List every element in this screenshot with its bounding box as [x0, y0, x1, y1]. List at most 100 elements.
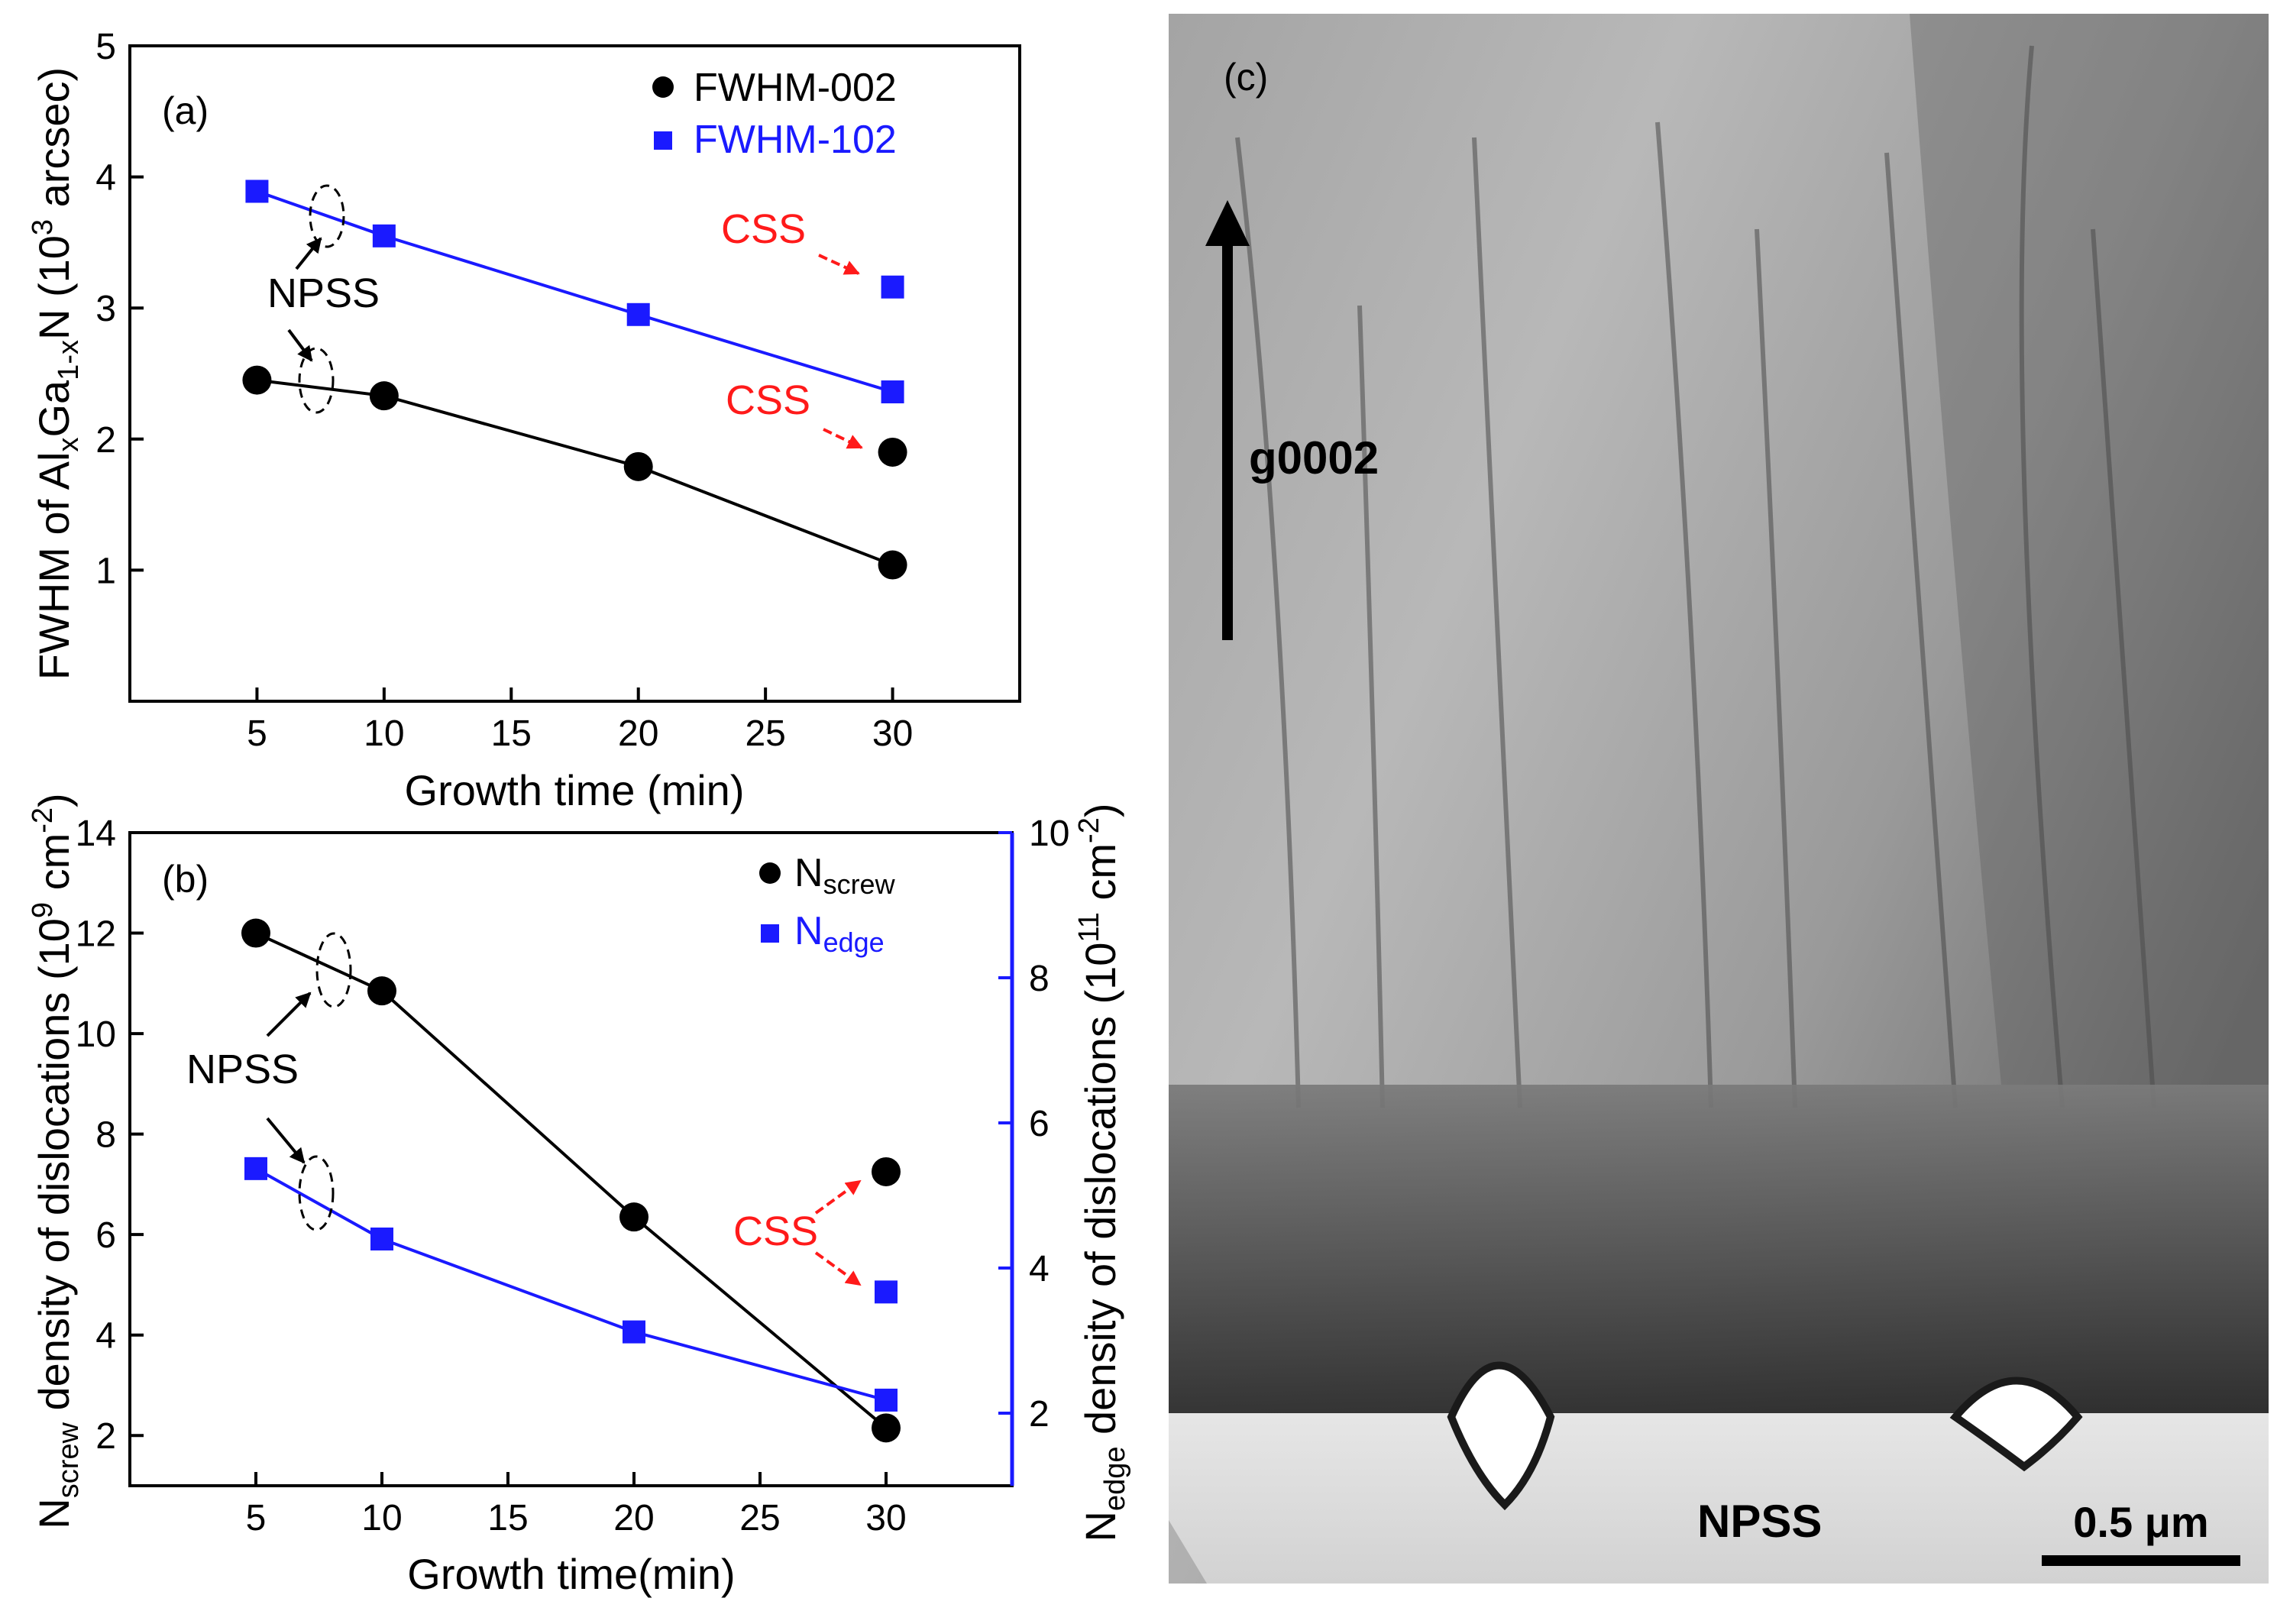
css-arrow-a-upper — [818, 254, 860, 275]
data-point-n_screw — [241, 918, 270, 948]
chart-a-xlabel: Growth time (min) — [405, 766, 745, 814]
chart-b-xlabel: Growth time(min) — [407, 1550, 735, 1598]
chart-b-ylabel-left-post: density of dislocations (10 — [30, 918, 78, 1422]
y-tick-label-right-b: 8 — [1029, 959, 1050, 999]
css-arrow-a-lower — [823, 428, 863, 449]
y-tick-label-a: 4 — [95, 158, 116, 199]
x-tick-label-a: 20 — [618, 713, 658, 754]
y-tick-label-left-b: 10 — [76, 1014, 116, 1055]
npss-label-a: NPSS — [267, 270, 380, 316]
scale-bar — [2042, 1555, 2240, 1566]
legend-fwhm-002-marker — [652, 76, 674, 98]
chart-a-ylabel-mid: Ga — [30, 380, 78, 438]
chart-a: 5 10 15 20 25 30 1 2 3 4 5 (a) FWHM-002 FWHM-102 N… — [27, 27, 1021, 814]
data-point-fwhm-002 — [369, 381, 399, 411]
legend-nedge-base: N — [794, 909, 823, 953]
x-tick-label-a: 30 — [872, 713, 913, 754]
css-point-n_edge — [875, 1280, 898, 1304]
legend-nedge-marker — [761, 924, 779, 943]
y-tick-label-left-b: 8 — [95, 1115, 116, 1156]
data-point-fwhm-002 — [623, 451, 653, 481]
css-point-fwhm-002 — [878, 437, 907, 467]
chart-b-ylabel-left-sup2: -2 — [27, 807, 59, 833]
data-point-n_screw — [367, 976, 396, 1006]
legend-fwhm-002-label: FWHM-002 — [694, 66, 897, 110]
y-tick-label-right-b: 2 — [1029, 1394, 1050, 1435]
tem-dislocation-lines — [1235, 45, 2156, 1108]
data-point-n_screw — [872, 1413, 901, 1443]
data-point-fwhm-102 — [372, 224, 396, 247]
tem-panel-label: (c) — [1224, 56, 1268, 99]
chart-b-panel-label: (b) — [162, 858, 209, 901]
chart-a-ylabel-end: arcsec) — [30, 67, 78, 219]
css-arrow-b-up — [814, 1179, 862, 1215]
y-tick-label-a: 3 — [95, 289, 116, 329]
y-tick-label-a: 5 — [95, 27, 116, 67]
legend-nedge-label: Nedge — [794, 909, 885, 958]
data-point-n_edge — [623, 1320, 645, 1344]
series-line-fwhm-102 — [256, 189, 894, 393]
chart-a-ylabel-post: N (10 — [30, 235, 78, 340]
chart-b-ylabel-right-sup2: -2 — [1073, 817, 1105, 843]
chart-b-ylabel-right-sup1: 11 — [1073, 912, 1105, 942]
x-tick-label-b: 5 — [246, 1498, 267, 1538]
npss-ellipse-upper — [309, 184, 345, 248]
data-point-fwhm-102 — [626, 302, 650, 326]
css-label-a-lower: CSS — [726, 377, 810, 423]
npss-ellipse-lower — [298, 347, 335, 414]
tem-void-left — [1447, 1361, 1555, 1511]
chart-a-panel-label: (a) — [162, 89, 209, 132]
css-point-fwhm-102 — [881, 275, 904, 299]
x-tick-label-b: 10 — [361, 1498, 402, 1538]
y-tick-label-left-b: 12 — [76, 914, 116, 955]
chart-b-ylabel-right-pre: N — [1076, 1511, 1124, 1542]
y-tick-label-left-b: 4 — [95, 1316, 116, 1357]
css-label-b: CSS — [733, 1208, 818, 1254]
chart-b-ylabel-left-sub: screw — [53, 1422, 85, 1498]
tem-interface-band — [1169, 1085, 2269, 1413]
x-tick-label-b: 25 — [739, 1498, 780, 1538]
data-point-fwhm-102 — [881, 380, 904, 404]
data-point-n_edge — [875, 1388, 898, 1412]
npss-arrow-b-down — [266, 1117, 306, 1164]
chart-b-ylabel-right-post: density of dislocations (10 — [1076, 943, 1124, 1447]
npss-arrow-down — [287, 328, 313, 362]
g-vector-label: g0002 — [1249, 432, 1379, 484]
tem-substrate — [1169, 1413, 2269, 1584]
chart-b-ylabel-right-sub: edge — [1099, 1447, 1131, 1512]
chart-a-ylabel-sub1: x — [53, 438, 85, 452]
substrate-label: NPSS — [1697, 1496, 1822, 1547]
data-point-n_screw — [619, 1202, 648, 1232]
chart-b-ticks: 5 10 15 20 25 30 2 4 6 8 10 12 14 2 4 6 8 10 — [76, 814, 1070, 1538]
css-label-a-upper: CSS — [721, 206, 806, 252]
y-tick-label-a: 2 — [95, 420, 116, 461]
y-tick-label-left-b: 2 — [95, 1416, 116, 1457]
x-tick-label-a: 10 — [364, 713, 404, 754]
chart-b-ylabel-left: Nscrew density of dislocations (109 cm-2… — [27, 793, 85, 1529]
npss-label-b: NPSS — [186, 1047, 299, 1092]
y-tick-label-right-b: 6 — [1029, 1104, 1050, 1144]
chart-b-ylabel-left-end: ) — [30, 793, 78, 807]
npss-ellipse-b-lower — [298, 1155, 335, 1231]
chart-b: 5 10 15 20 25 30 2 4 6 8 10 12 14 2 4 6 8 10 (b) Nscrew N… — [27, 793, 1131, 1598]
y-tick-label-left-b: 6 — [95, 1215, 116, 1256]
chart-a-ylabel-sup: 3 — [27, 219, 59, 235]
chart-b-ylabel-right: Nedge density of dislocations (1011 cm-2… — [1073, 803, 1131, 1542]
scale-bar-label: 0.5 μm — [2073, 1498, 2208, 1546]
chart-a-series — [242, 180, 907, 580]
legend-fwhm-102-marker — [654, 131, 672, 150]
chart-b-ylabel-right-end: ) — [1076, 803, 1124, 817]
x-tick-label-a: 5 — [247, 713, 267, 754]
data-point-n_edge — [370, 1228, 393, 1250]
chart-b-ylabel-left-pre: N — [30, 1498, 78, 1529]
npss-arrow-up — [295, 237, 322, 270]
chart-a-ylabel-pre: FWHM of Al — [30, 452, 78, 681]
y-tick-label-left-b: 14 — [76, 814, 116, 854]
legend-nscrew-label: Nscrew — [794, 851, 896, 900]
x-tick-label-a: 15 — [491, 713, 532, 754]
x-tick-label-b: 15 — [487, 1498, 528, 1538]
legend-nedge-sub: edge — [823, 927, 885, 958]
tem-shading — [1910, 14, 2269, 1085]
data-point-fwhm-002 — [242, 365, 272, 395]
chart-b-ylabel-left-mid: cm — [30, 833, 78, 902]
